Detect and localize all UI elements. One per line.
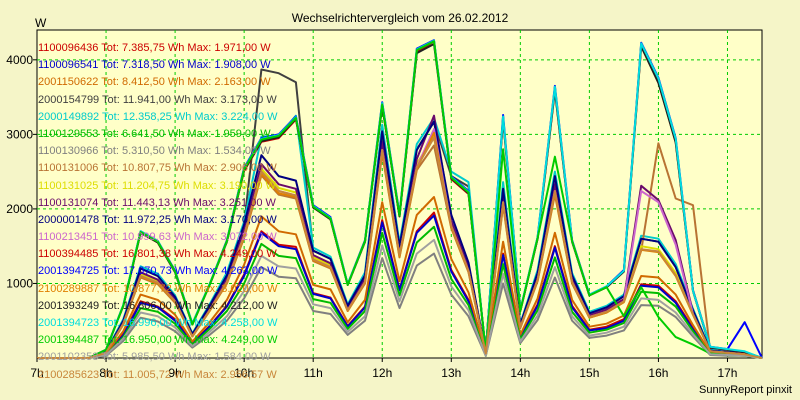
- series-line-9: [37, 114, 763, 359]
- legend-entry: 2000154799 Tot: 11.941,00 Wh Max: 3.173,…: [38, 93, 277, 106]
- legend-entry: 2001393249 Tot: 16.806,00 Wh Max: 4.212,…: [38, 299, 278, 312]
- legend-entry: 2001150622 Tot: 8.412,50 Wh Max: 2.163,0…: [38, 76, 271, 89]
- y-axis-unit: W: [35, 16, 47, 30]
- x-tick-label: 7h: [30, 366, 43, 380]
- series-line-10: [37, 120, 763, 359]
- legend-entry: 2001102358 Tot: 5.985,50 Wh Max: 1.584,0…: [38, 351, 271, 364]
- series-line-18: [37, 238, 763, 359]
- legend-entry: 2001394725 Tot: 17.070,73 Wh Max: 4.263,…: [38, 265, 278, 278]
- y-tick-label: 3000: [6, 127, 33, 141]
- chart-title: Wechselrichtervergleich vom 26.02.2012: [291, 11, 509, 25]
- x-tick-label: 12h: [372, 366, 392, 380]
- series-line-1: [37, 214, 763, 359]
- x-axis: 7h 8h 9h 10h 11h 12h 13h 14h 15h 16h 17h: [30, 358, 737, 380]
- x-tick-label: 13h: [441, 366, 461, 380]
- legend-entry: 1100096436 Tot: 7.385,75 Wh Max: 1.971,0…: [38, 42, 271, 54]
- legend-entry: 2100285623 Tot: 11.005,72 Wh Max: 2.956,…: [38, 368, 277, 381]
- x-tick-label: 16h: [648, 366, 668, 380]
- legend-entry: 1100394485 Tot: 16.801,38 Wh Max: 4.249,…: [38, 248, 277, 261]
- series-line-17: [37, 40, 763, 359]
- series-lines: [37, 39, 763, 359]
- x-tick-label: 15h: [579, 366, 599, 380]
- legend-entry: 2000149892 Tot: 12.358,25 Wh Max: 3.224,…: [38, 110, 278, 123]
- y-tick-label: 1000: [6, 276, 33, 290]
- y-axis: 1000 2000 3000 4000: [6, 53, 37, 290]
- legend-entry: 1100131025 Tot: 11.204,75 Wh Max: 3.190,…: [38, 179, 276, 192]
- legend-entry: 1100131006 Tot: 10.807,75 Wh Max: 2.906,…: [38, 162, 277, 175]
- legend-entry: 1100131074 Tot: 11.443,13 Wh Max: 3.251,…: [38, 196, 276, 209]
- legend: 1100096436 Tot: 7.385,75 Wh Max: 1.971,0…: [38, 40, 278, 384]
- legend-entry: 1100213451 Tot: 10.999,63 Wh Max: 3.072,…: [38, 231, 277, 244]
- x-tick-label: 17h: [717, 366, 737, 380]
- x-tick-label: 8h: [99, 366, 112, 380]
- x-tick-label: 9h: [168, 366, 181, 380]
- legend-entry: 1100096541 Tot: 7.318,50 Wh Max: 1.908,0…: [38, 59, 271, 72]
- series-line-19: [37, 136, 763, 359]
- x-tick-label: 10h: [234, 366, 254, 380]
- legend-entry: 2000001478 Tot: 11.972,25 Wh Max: 3.170,…: [38, 213, 277, 226]
- legend-entry: 2001394487 Tot: 16.950,00 Wh Max: 4.249,…: [38, 334, 278, 347]
- x-tick-label: 14h: [510, 366, 530, 380]
- legend-entry: 2001394723 Tot: 16.996,00 Wh Max: 4.258,…: [38, 317, 278, 329]
- y-tick-label: 2000: [6, 202, 33, 216]
- y-tick-label: 4000: [6, 53, 33, 67]
- legend-entry: 1100130966 Tot: 5.310,50 Wh Max: 1.534,0…: [38, 145, 271, 158]
- series-line-6: [37, 252, 763, 359]
- footer-credit: SunnyReport pinxit: [699, 384, 792, 396]
- x-tick-label: 11h: [304, 366, 323, 380]
- legend-entry: 1100129553 Tot: 6.641,50 Wh Max: 1.959,0…: [38, 127, 271, 140]
- series-line-2: [37, 196, 763, 359]
- legend-entry: 2100289887 Tot: 10.877,72 Wh Max: 3.020,…: [38, 282, 278, 295]
